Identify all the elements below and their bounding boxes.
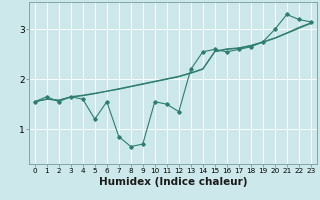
X-axis label: Humidex (Indice chaleur): Humidex (Indice chaleur) — [99, 177, 247, 187]
